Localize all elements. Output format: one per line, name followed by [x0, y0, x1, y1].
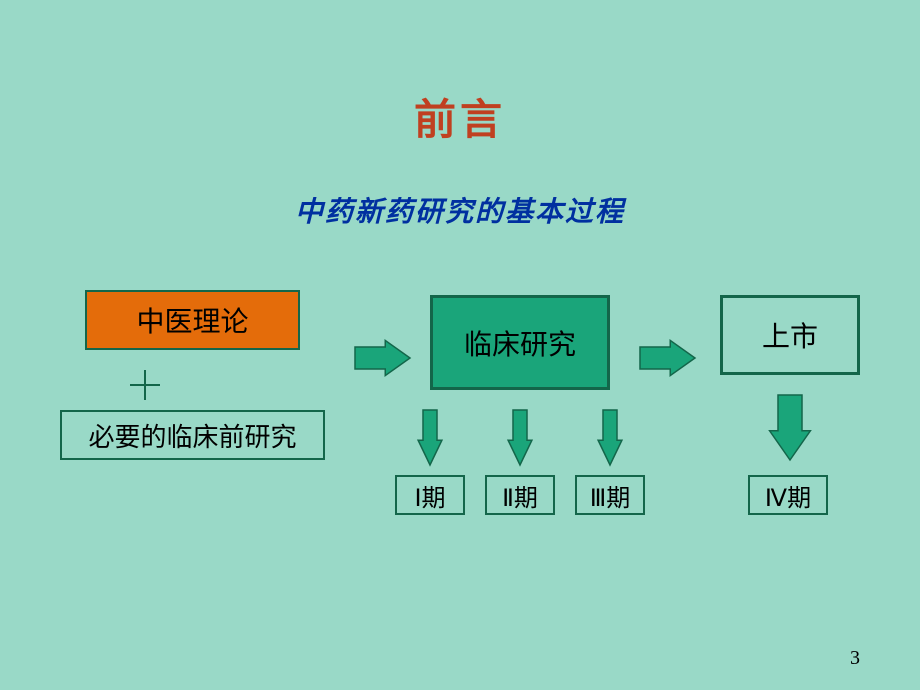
flowchart-shapes	[0, 0, 920, 690]
page-number: 3	[850, 647, 860, 670]
